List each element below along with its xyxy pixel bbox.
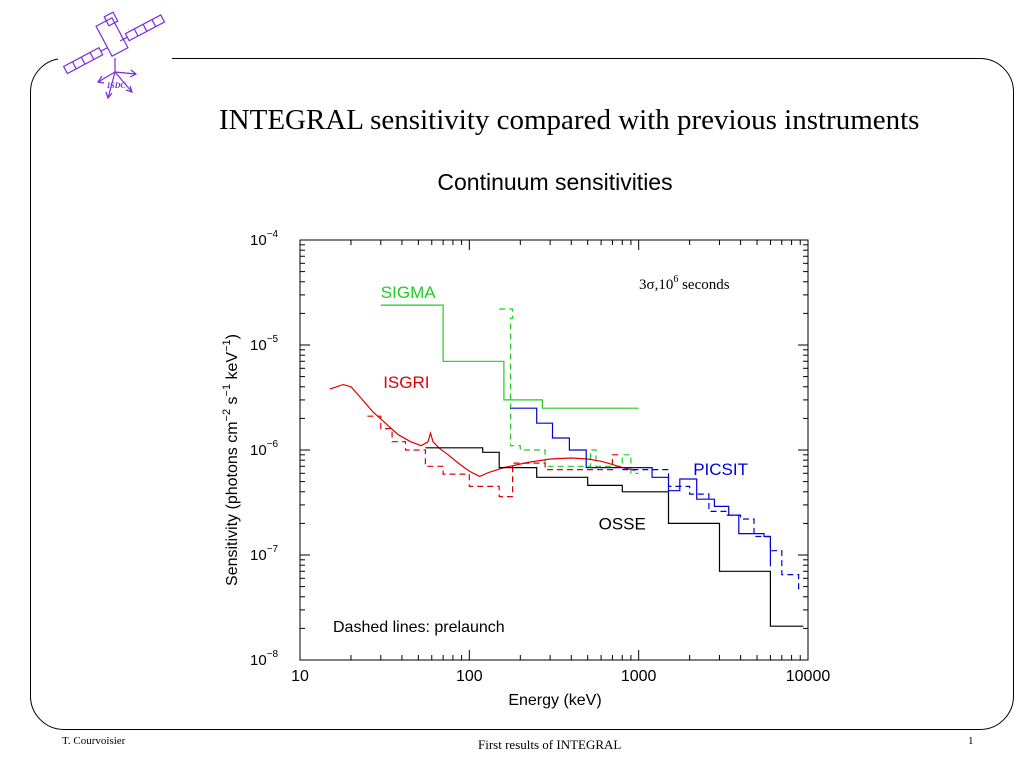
series-labels: SIGMA ISGRI PICSIT OSSE [381, 283, 748, 533]
series-lines [329, 304, 804, 627]
series-line-picsit-prelaunch [622, 469, 804, 590]
condition-annotation: 3σ,106 seconds [639, 274, 730, 293]
series-label-osse: OSSE [599, 514, 646, 533]
logo-text: ISDC [106, 81, 126, 90]
series-line-osse [425, 447, 804, 627]
series-label-picsit: PICSIT [693, 460, 748, 479]
y-tick-label: 10−7 [250, 544, 279, 564]
plot-area [299, 239, 809, 661]
x-tick-label: 1000 [621, 668, 657, 685]
y-tick-label: 10−5 [250, 334, 279, 354]
series-label-isgri: ISGRI [383, 373, 429, 392]
x-axis-label: Energy (keV) [508, 692, 601, 709]
x-tick-label: 100 [456, 668, 483, 685]
x-tick-label: 10 [291, 668, 309, 685]
y-tick-label: 10−8 [250, 649, 279, 669]
slide-frame [30, 58, 1014, 730]
slide-title: INTEGRAL sensitivity compared with previ… [219, 104, 920, 136]
footer-title: First results of INTEGRAL [478, 737, 622, 752]
series-line-isgri [329, 383, 636, 478]
page-number: 1 [968, 735, 974, 747]
x-tick-label: 10000 [786, 668, 831, 685]
series-line-sigma-prelaunch [499, 308, 639, 474]
y-tick-labels: 10−4 10−5 10−6 10−7 10−8 [250, 229, 279, 669]
series-line-sigma [380, 304, 639, 409]
prelaunch-note: Dashed lines: prelaunch [333, 619, 505, 636]
x-tick-labels: 10 100 1000 10000 [291, 668, 830, 685]
y-axis-label: Sensitivity (photons cm−2 s−1 keV−1) [221, 334, 241, 586]
series-line-picsit [510, 407, 772, 567]
y-tick-label: 10−4 [250, 229, 279, 249]
footer-author: T. Courvoisier [62, 735, 126, 747]
axis-ticks [299, 239, 809, 661]
chart-title: Continuum sensitivities [437, 169, 672, 195]
series-line-isgri-prelaunch [367, 415, 623, 498]
series-label-sigma: SIGMA [381, 283, 436, 302]
isdc-satellite-logo: ISDC [58, 6, 172, 110]
y-tick-label: 10−6 [250, 439, 279, 459]
